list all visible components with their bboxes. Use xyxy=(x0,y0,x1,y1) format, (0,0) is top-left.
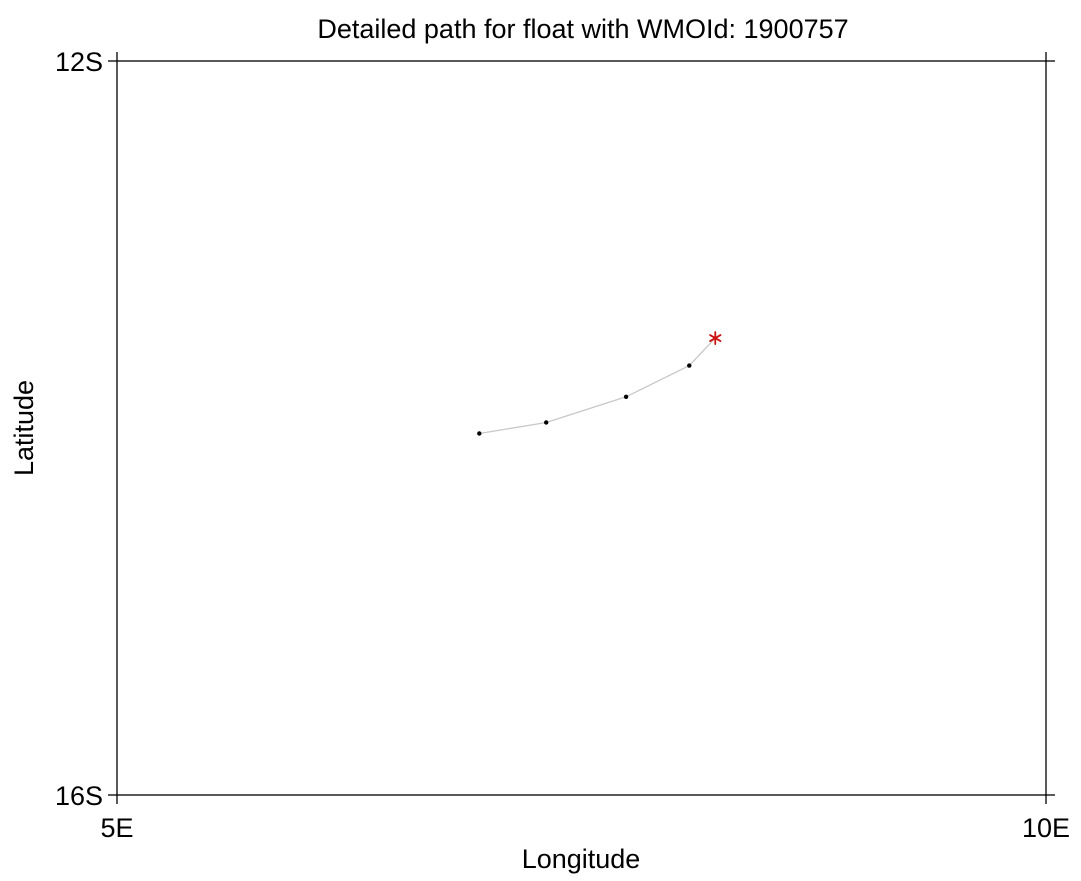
y-tick-label-0: 12S xyxy=(55,47,103,77)
x-tick-label-1: 10E xyxy=(1022,813,1070,843)
marks-layer xyxy=(477,331,722,436)
track-point-2 xyxy=(623,394,629,400)
y-axis-title: Latitude xyxy=(9,380,39,476)
plot-frame xyxy=(116,60,1047,796)
float-track-line xyxy=(479,337,716,435)
track-point-1 xyxy=(543,420,549,425)
track-point-0 xyxy=(477,431,482,436)
tick-labels-layer: 5E 10E 12S 16S xyxy=(55,47,1070,843)
x-tick-label-0: 5E xyxy=(100,813,133,843)
y-tick-label-1: 16S xyxy=(55,781,103,811)
x-axis-title: Longitude xyxy=(522,844,641,874)
chart-title: Detailed path for float with WMOId: 1900… xyxy=(317,14,848,44)
ticks-layer xyxy=(108,52,1055,804)
track-point-3 xyxy=(687,363,692,368)
latest-position-marker xyxy=(709,331,722,345)
